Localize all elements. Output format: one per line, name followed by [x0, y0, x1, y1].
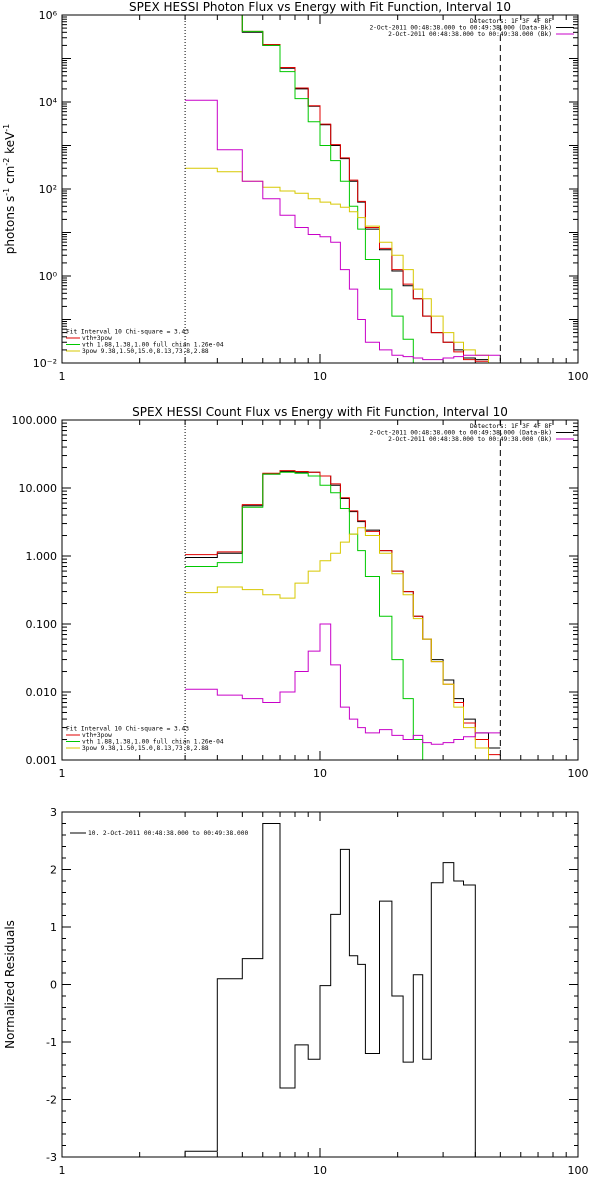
y-tick-label: 10⁴ [39, 96, 58, 109]
y-tick-label: 0 [50, 979, 57, 992]
legend-bottom-entry: 3pow 9.38,1.50,15.0,8.13,73.8,2.88 [82, 745, 209, 752]
y-tick-label: 1 [50, 921, 57, 934]
chart-title: SPEX HESSI Photon Flux vs Energy with Fi… [129, 0, 511, 14]
y-axis-label: Normalized Residuals [3, 920, 17, 1049]
x-tick-label: 100 [568, 767, 589, 780]
y-tick-label: 0.010 [26, 686, 58, 699]
legend-top-entry: Detectors: 1F 3F 4F 8F [470, 18, 552, 25]
legend-bottom-entry: Fit Interval 10 Chi-square = 3.43 [66, 329, 189, 336]
y-tick-label: 0.001 [26, 754, 58, 767]
legend-bottom-entry: Fit Interval 10 Chi-square = 3.43 [66, 726, 189, 733]
y-tick-label: 10⁰ [39, 270, 58, 283]
y-tick-label: 2 [50, 864, 57, 877]
legend-top-entry: 2-Oct-2011 00:48:38.000 to 00:49:38.000 … [388, 436, 552, 443]
series-vth+3pow [185, 470, 501, 756]
chart-title: SPEX HESSI Count Flux vs Energy with Fit… [132, 405, 508, 419]
y-tick-label: 0.100 [26, 618, 58, 631]
series-background [185, 99, 501, 361]
series-background [185, 623, 501, 745]
chart-panel-1: SPEX HESSI Photon Flux vs Energy with Fi… [2, 0, 589, 383]
legend-bottom-entry: vth 1.88,1.38,1.00 full chian 1.26e-04 [82, 342, 224, 349]
series-vth [185, 15, 501, 363]
series-data [185, 471, 501, 749]
series-residuals [184, 823, 476, 1157]
y-tick-label: 10.000 [19, 482, 58, 495]
y-tick-label: 10⁶ [39, 9, 58, 22]
x-tick-label: 100 [568, 1164, 589, 1177]
series-3pow [185, 527, 501, 760]
x-tick-label: 10 [313, 370, 327, 383]
series-group [184, 823, 476, 1157]
series-vth+3pow [185, 15, 501, 363]
series-group [185, 15, 501, 363]
x-tick-label: 1 [59, 767, 66, 780]
chart-panel-3: Normalized Residuals 1 10 100 -3 -2 -1 0 1 2 3 10. … [3, 806, 589, 1177]
legend-bottom-entry: vth+3pow [82, 335, 112, 342]
y-axis-label: photons s-1 cm-2 keV-1 [2, 124, 17, 255]
legend-top-entry: Detectors: 1F 3F 4F 8F [470, 423, 552, 430]
series-group [185, 470, 501, 760]
x-tick-label: 10 [313, 1164, 327, 1177]
legend-top-entry: 2-Oct-2011 00:48:38.000 to 00:49:38.000 … [369, 430, 552, 437]
plot-frame [61, 14, 579, 364]
x-tick-label: 100 [568, 370, 589, 383]
y-tick-label: -3 [46, 1151, 57, 1164]
x-tick-label: 1 [59, 1164, 66, 1177]
y-tick-label: 10² [39, 183, 57, 196]
legend-top-entry: 2-Oct-2011 00:48:38.000 to 00:49:38.000 … [388, 31, 552, 38]
legend-bottom-entry: vth 1.88,1.38,1.00 full chian 1.26e-04 [82, 739, 224, 746]
x-tick-label: 1 [59, 370, 66, 383]
plot-frame [61, 811, 579, 1158]
y-tick-label: -2 [46, 1094, 57, 1107]
y-tick-label: 10⁻² [33, 357, 57, 370]
legend-bottom-entry: 3pow 9.38,1.50,15.0,8.13,73.8,2.88 [82, 348, 209, 355]
y-tick-label: 100.000 [12, 414, 58, 427]
x-tick-label: 10 [313, 767, 327, 780]
y-tick-label: 1.000 [26, 550, 58, 563]
series-vth [185, 471, 501, 760]
series-data [185, 15, 501, 363]
legend-bottom-entry: vth+3pow [82, 732, 112, 739]
y-tick-label: -1 [46, 1036, 57, 1049]
y-tick-label: 3 [50, 806, 57, 819]
series-3pow [185, 167, 501, 363]
plot-frame [61, 419, 579, 761]
legend-top-entry: 2-Oct-2011 00:48:38.000 to 00:49:38.000 … [369, 25, 552, 32]
legend-inset-entry: 10. 2-Oct-2011 00:48:38.000 to 00:49:38.… [88, 830, 248, 837]
chart-panel-2: SPEX HESSI Count Flux vs Energy with Fit… [12, 405, 589, 780]
